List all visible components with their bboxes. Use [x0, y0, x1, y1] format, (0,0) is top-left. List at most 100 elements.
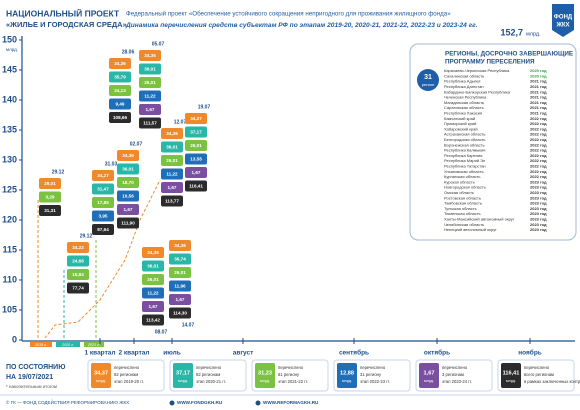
stack-value: 111,57: [143, 121, 157, 126]
stack-box: [117, 163, 139, 175]
stack-box: [117, 204, 139, 215]
stack-value: 31,31: [44, 208, 56, 213]
region-year: 2022 год: [530, 153, 547, 158]
x-tick-label: июль: [163, 350, 181, 357]
card-text: перечислено: [196, 365, 222, 370]
stack-box: [92, 170, 114, 181]
card-swatch: [173, 363, 193, 388]
trend-line: [44, 179, 161, 339]
card-unit: млрд.: [96, 379, 106, 383]
stack-value: 34,36: [166, 131, 178, 136]
stack-box: [67, 282, 89, 294]
stack-box: [109, 98, 131, 110]
stack-box: [92, 210, 114, 222]
stack-value: 34,36: [114, 61, 126, 66]
stack-box: [67, 242, 89, 253]
stack-value: 108,66: [113, 115, 127, 120]
regions-title: ПРОГРАММУ ПЕРЕСЕЛЕНИЯ: [445, 59, 535, 66]
stack-value: 34,36: [147, 250, 159, 255]
region-year: 2023 год: [530, 185, 547, 190]
year-label: 2020 г.: [61, 343, 74, 347]
region-name: Республика Калмыкия: [444, 148, 485, 153]
x-tick-label: 2 квартал: [118, 350, 149, 357]
stack-date: 14.07: [182, 322, 195, 328]
stack-box: [92, 197, 114, 208]
region-year: 2023 год: [530, 195, 547, 200]
stack-value: 1,67: [124, 207, 133, 212]
region-year: 2023 год: [530, 222, 547, 227]
region-year: 2021 год: [530, 89, 547, 94]
region-name: Ростовская область: [444, 195, 481, 200]
stack-box: [92, 224, 114, 235]
card-swatch: [337, 363, 357, 388]
region-name: Республика Марий Эл: [444, 158, 486, 163]
copyright: © ГК — ФОНД СОДЕЙСТВИЯ РЕФОРМИРОВАНИЮ ЖК…: [6, 398, 129, 405]
region-year: 2021 год: [530, 100, 547, 105]
stack-box: [161, 155, 183, 166]
y-tick-label: 145: [2, 64, 17, 74]
region-year: 2023 год: [530, 201, 547, 206]
stack-value: 11,96: [174, 284, 186, 289]
x-tick-label: ноябрь: [518, 349, 542, 357]
region-name: Курская область: [444, 179, 475, 184]
stack-box: [142, 274, 164, 285]
stack-box: [92, 183, 114, 195]
link[interactable]: WWW.REFORMAGKH.RU: [263, 400, 319, 405]
year-tag: [84, 342, 104, 347]
card-text: этап 2022-23 гг.: [360, 379, 390, 384]
region-year: 2023 год: [530, 227, 547, 232]
stack-box: [169, 280, 191, 292]
card-value: 31,23: [258, 370, 272, 376]
card-swatch: [255, 363, 275, 388]
stack-box: [109, 112, 131, 123]
stack-value: 34,36: [144, 53, 156, 58]
stack-box: [161, 141, 183, 153]
region-year: 2021 год: [530, 79, 547, 84]
stack-value: 26,01: [166, 158, 178, 163]
logo-shape: [552, 4, 574, 37]
card-text: этап 2021-22 гг.: [278, 379, 308, 384]
regions-panel: [409, 43, 577, 241]
region-name: Ненецкий автономный округ: [444, 227, 497, 232]
card-text: перечислено: [442, 365, 468, 370]
stack-box: [117, 217, 139, 229]
region-year: 2023 год: [530, 179, 547, 184]
stack-value: 113,42: [146, 318, 160, 323]
stack-box: [139, 50, 161, 61]
stack-value: 77,74: [72, 286, 84, 291]
year-tag: [30, 342, 52, 347]
region-name: Тамбовская область: [444, 201, 482, 206]
region-name: Республика Адыгея: [444, 79, 480, 84]
stack-value: 113,77: [165, 199, 179, 204]
region-year: 2020 год: [530, 68, 547, 73]
regions-title: РЕГИОНЫ, ДОСРОЧНО ЗАВЕРШАЮЩИЕ: [445, 51, 573, 58]
region-name: Магаданская область: [444, 100, 484, 105]
region-name: Чеченская Республика: [444, 95, 487, 100]
stack-value: 3,95: [99, 214, 108, 219]
card-text: перечислено: [114, 365, 140, 370]
stack-date: 02.07: [130, 141, 143, 147]
stack-box: [161, 182, 183, 193]
region-year: 2022 год: [530, 169, 547, 174]
card-text: перечислено: [524, 365, 550, 370]
region-name: Саратовская область: [444, 105, 484, 110]
card-text: 31 региону: [360, 372, 382, 377]
project-title: НАЦИОНАЛЬНЫЙ ПРОЕКТ: [6, 7, 120, 18]
stack-box: [67, 269, 89, 280]
y-tick-label: 120: [2, 214, 17, 224]
stack-value: 37,17: [190, 130, 202, 135]
stack-value: 34,22: [72, 245, 84, 250]
stack-box: [142, 287, 164, 299]
stack-box: [67, 255, 89, 267]
stack-box: [139, 63, 161, 75]
stack-value: 26,01: [174, 270, 186, 275]
region-name: Ханты-Мансийский автономный округ: [444, 216, 515, 221]
logo-text: ФОНД: [554, 15, 573, 21]
stack-box: [139, 104, 161, 115]
logo-text: ЖКХ: [555, 23, 569, 29]
link[interactable]: WWW.FONDGKH.RU: [177, 400, 223, 405]
stack-box: [117, 150, 139, 161]
stack-box: [169, 307, 191, 319]
region-year: 2022 год: [530, 116, 547, 121]
y-tick-label: 105: [2, 304, 17, 314]
